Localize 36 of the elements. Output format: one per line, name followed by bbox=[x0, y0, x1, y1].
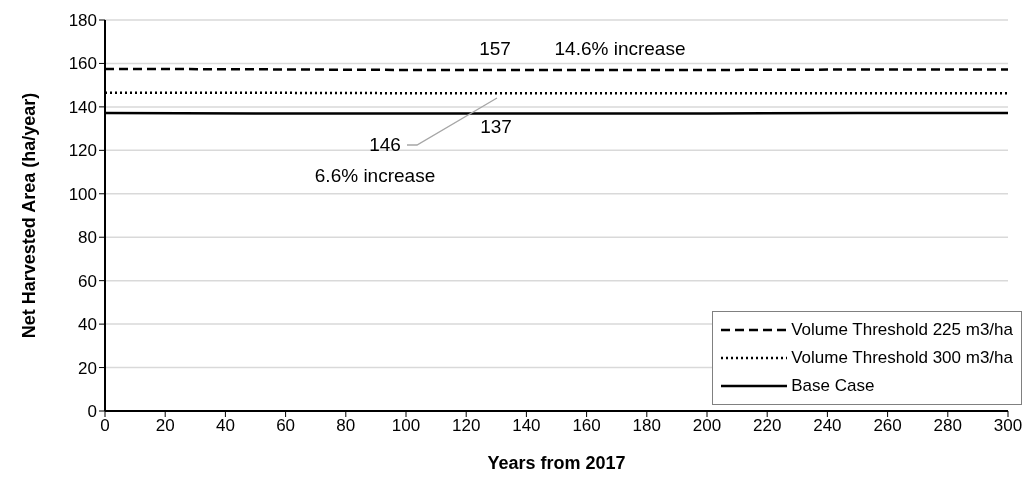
y-tick-label: 160 bbox=[68, 54, 97, 74]
annotation: 6.6% increase bbox=[314, 165, 436, 186]
x-axis-title: Years from 2017 bbox=[487, 453, 626, 473]
x-tick-label: 300 bbox=[993, 416, 1023, 436]
x-tick-label: 260 bbox=[873, 416, 902, 436]
y-tick-label: 140 bbox=[68, 97, 97, 117]
x-tick-label: 20 bbox=[155, 416, 175, 436]
x-tick-label: 200 bbox=[692, 416, 722, 436]
x-tick-label: 60 bbox=[276, 416, 296, 436]
y-tick-label: 20 bbox=[78, 358, 97, 378]
x-tick-label: 220 bbox=[753, 416, 782, 436]
legend-label: Volume Threshold 300 m3/ha bbox=[791, 348, 1013, 368]
y-tick-label: 0 bbox=[87, 402, 97, 422]
y-tick-label: 100 bbox=[68, 184, 97, 204]
x-tick-label: 180 bbox=[632, 416, 661, 436]
y-tick-label: 180 bbox=[68, 11, 97, 31]
x-tick-label: 100 bbox=[391, 416, 421, 436]
legend-label: Base Case bbox=[791, 376, 875, 396]
annotation: 137 bbox=[480, 116, 512, 137]
annotation: 157 bbox=[479, 38, 511, 59]
x-tick-label: 120 bbox=[452, 416, 481, 436]
x-tick-label: 240 bbox=[813, 416, 842, 436]
x-tick-label: 140 bbox=[512, 416, 541, 436]
x-tick-label: 80 bbox=[336, 416, 356, 436]
legend-label: Volume Threshold 225 m3/ha bbox=[791, 320, 1013, 340]
y-tick-label: 120 bbox=[68, 141, 97, 161]
y-tick-label: 60 bbox=[78, 271, 97, 291]
x-tick-label: 0 bbox=[100, 416, 110, 436]
x-tick-label: 40 bbox=[215, 416, 235, 436]
x-tick-label: 160 bbox=[572, 416, 601, 436]
y-tick-label: 80 bbox=[78, 228, 97, 248]
y-axis-title: Net Harvested Area (ha/year) bbox=[19, 92, 40, 339]
annotation: 14.6% increase bbox=[554, 38, 686, 59]
x-tick-label: 280 bbox=[933, 416, 962, 436]
y-tick-label: 40 bbox=[78, 315, 97, 335]
annotation: 146 bbox=[369, 134, 401, 155]
